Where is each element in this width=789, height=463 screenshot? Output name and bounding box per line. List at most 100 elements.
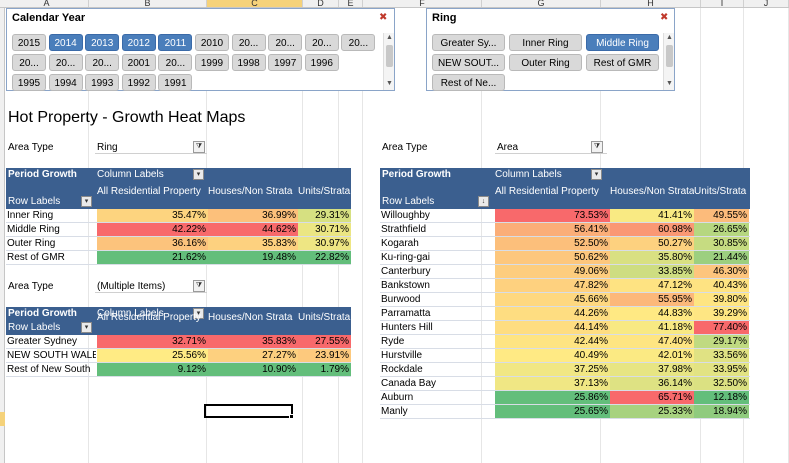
column-filter-icon[interactable]: ▾ [193, 169, 204, 180]
table-row[interactable]: Burwood 45.66% 55.95% 39.80% [380, 293, 750, 307]
active-cell[interactable] [204, 404, 294, 419]
table-row[interactable]: Middle Ring 42.22% 44.62% 30.71% [6, 223, 351, 237]
value-cell: 29.17% [694, 335, 749, 348]
filter-value[interactable]: Area [495, 141, 607, 154]
column-header-i[interactable]: I [701, 0, 744, 8]
column-header-j[interactable]: J [744, 0, 789, 8]
row-filter-icon[interactable]: ↓ [478, 196, 489, 207]
filter-clear-icon[interactable]: ✖ [660, 12, 669, 23]
value-cell: 27.27% [208, 349, 298, 362]
column-header-h[interactable]: H [601, 0, 701, 8]
column-header-d[interactable]: D [303, 0, 339, 8]
slicer-item[interactable]: 2015 [12, 34, 46, 51]
value-cell: 52.50% [495, 237, 610, 250]
table-row[interactable]: Rest of New South 9.12% 10.90% 1.79% [6, 363, 351, 377]
slicer-item[interactable]: 1997 [268, 54, 303, 71]
slicer-item[interactable]: 20... [341, 34, 376, 51]
slicer-item[interactable]: 2010 [195, 34, 229, 51]
slicer-item[interactable]: 1998 [231, 54, 266, 71]
column-header-c[interactable]: C [207, 0, 303, 8]
slicer-item[interactable]: 1994 [48, 74, 83, 91]
slicer-item[interactable]: 20... [304, 34, 339, 51]
slicer-item[interactable]: Inner Ring [509, 34, 582, 51]
filter-dropdown-icon[interactable]: ⧩ [591, 141, 603, 153]
slicer-item[interactable]: 1992 [121, 74, 156, 91]
ring-slicer[interactable]: Ring ✖ Greater Sy... Inner Ring Middle Rin… [426, 8, 675, 91]
table-row[interactable]: Rest of GMR 21.62% 19.48% 22.82% [6, 251, 351, 265]
table-row[interactable]: Parramatta 44.26% 44.83% 39.29% [380, 307, 750, 321]
fill-handle[interactable] [289, 414, 294, 419]
slicer-scrollbar[interactable]: ▲ ▼ [663, 33, 674, 90]
table-row[interactable]: Strathfield 56.41% 60.98% 26.65% [380, 223, 750, 237]
table-row[interactable]: Manly 25.65% 25.33% 18.94% [380, 405, 750, 419]
table-row[interactable]: Bankstown 47.82% 47.12% 40.43% [380, 279, 750, 293]
slicer-item[interactable]: Rest of Ne... [432, 74, 505, 91]
column-header-g[interactable]: G [482, 0, 601, 8]
table-row[interactable]: Greater Sydney 32.71% 35.83% 27.55% [6, 335, 351, 349]
slicer-item[interactable]: 1991 [158, 74, 193, 91]
table-row[interactable]: Auburn 25.86% 65.71% 12.18% [380, 391, 750, 405]
slicer-item[interactable]: Middle Ring [586, 34, 659, 51]
slicer-item[interactable]: 20... [231, 34, 266, 51]
filter-dropdown-icon[interactable]: ⧩ [193, 280, 205, 292]
slicer-item[interactable]: 20... [48, 54, 83, 71]
filter-value[interactable]: (Multiple Items) [95, 280, 207, 293]
table-row[interactable]: Kogarah 52.50% 50.27% 30.85% [380, 237, 750, 251]
slicer-item[interactable]: 1996 [304, 54, 339, 71]
filter-clear-icon[interactable]: ✖ [379, 12, 388, 23]
table-row[interactable]: Ku-ring-gai 50.62% 35.80% 21.44% [380, 251, 750, 265]
column-header-e[interactable]: E [339, 0, 363, 8]
slicer-item[interactable]: 2013 [85, 34, 120, 51]
scroll-up-icon[interactable]: ▲ [386, 34, 393, 41]
slicer-item[interactable]: Rest of GMR [586, 54, 659, 71]
scroll-thumb[interactable] [386, 45, 393, 67]
table-row[interactable]: Inner Ring 35.47% 36.99% 29.31% [6, 209, 351, 223]
value-cell: 21.62% [97, 251, 208, 264]
filter-dropdown-icon[interactable]: ⧩ [193, 141, 205, 153]
value-cell: 41.18% [610, 321, 694, 334]
slicer-item[interactable]: 2014 [48, 34, 83, 51]
table-row[interactable]: Rockdale 37.25% 37.98% 33.95% [380, 363, 750, 377]
column-header-a[interactable]: A [5, 0, 89, 8]
row-filter-icon[interactable]: ▾ [81, 322, 92, 333]
filter-value[interactable]: Ring [95, 141, 207, 154]
slicer-item[interactable]: Greater Sy... [432, 34, 505, 51]
slicer-item[interactable]: 2001 [121, 54, 156, 71]
calendar-year-slicer[interactable]: Calendar Year ✖ 2015 2014 2013 2012 2011 2010… [6, 8, 395, 91]
row-label: Bankstown [381, 280, 430, 291]
scroll-up-icon[interactable]: ▲ [666, 34, 673, 41]
value-cell: 30.71% [298, 223, 351, 236]
column-filter-icon[interactable]: ▾ [591, 169, 602, 180]
value-cell: 47.40% [610, 335, 694, 348]
table-row[interactable]: Willoughby 73.53% 41.41% 49.55% [380, 209, 750, 223]
slicer-item[interactable]: 20... [12, 54, 46, 71]
column-header-b[interactable]: B [89, 0, 207, 8]
slicer-item[interactable]: 2011 [158, 34, 193, 51]
scroll-down-icon[interactable]: ▼ [386, 80, 393, 87]
table-row[interactable]: Ryde 42.44% 47.40% 29.17% [380, 335, 750, 349]
slicer-item[interactable]: Outer Ring [509, 54, 582, 71]
table-row[interactable]: Hunters Hill 44.14% 41.18% 77.40% [380, 321, 750, 335]
slicer-item[interactable]: 20... [85, 54, 120, 71]
column-header-all-residential: All Residential Property [97, 312, 201, 323]
column-header-f[interactable]: F [363, 0, 482, 8]
slicer-item[interactable]: 1993 [85, 74, 120, 91]
scroll-down-icon[interactable]: ▼ [666, 80, 673, 87]
slicer-item[interactable]: 20... [158, 54, 193, 71]
table-row[interactable]: NEW SOUTH WALES 25.56% 27.27% 23.91% [6, 349, 351, 363]
column-filter-icon[interactable]: ▾ [193, 308, 204, 319]
slicer-scrollbar[interactable]: ▲ ▼ [383, 33, 394, 90]
table-row[interactable]: Canada Bay 37.13% 36.14% 32.50% [380, 377, 750, 391]
scroll-thumb[interactable] [666, 45, 673, 67]
table-row[interactable]: Hurstville 40.49% 42.01% 33.56% [380, 349, 750, 363]
slicer-item[interactable]: 1999 [195, 54, 229, 71]
slicer-item[interactable]: 2012 [121, 34, 156, 51]
slicer-item[interactable]: 20... [268, 34, 303, 51]
table-row[interactable]: Canterbury 49.06% 33.85% 46.30% [380, 265, 750, 279]
slicer-item[interactable]: 1995 [12, 74, 46, 91]
slicer-item[interactable]: NEW SOUT... [432, 54, 505, 71]
row-filter-icon[interactable]: ▾ [81, 196, 92, 207]
row-label: Greater Sydney [7, 336, 78, 347]
table-row[interactable]: Outer Ring 36.16% 35.83% 30.97% [6, 237, 351, 251]
value-cell: 47.12% [610, 279, 694, 292]
